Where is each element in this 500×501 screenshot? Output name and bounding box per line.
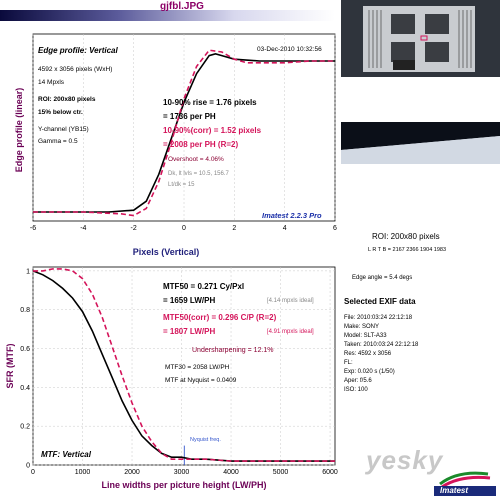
mtf-corr1: MTF50(corr) = 0.296 C/P (R=2) bbox=[163, 313, 277, 322]
edge-roi2: 15% below ctr. bbox=[38, 109, 83, 116]
x-tick-label: 2000 bbox=[124, 469, 140, 476]
x-tick-label: -4 bbox=[80, 225, 86, 232]
x-tick-label: 6000 bbox=[322, 469, 338, 476]
edge-channel: Y-channel (YB15) bbox=[38, 126, 89, 133]
exif-line: Aper: f/5.6 bbox=[344, 378, 372, 384]
edge-roi1: ROI: 200x80 pixels bbox=[38, 96, 96, 103]
y-tick-label: 0 bbox=[26, 463, 30, 470]
mtf-ticks: 0 1000 2000 3000 4000 5000 6000 0 0.2 0.4 0.6 0.8 1 bbox=[20, 268, 338, 476]
x-tick-label: 1000 bbox=[75, 469, 91, 476]
exif-line: Res: 4592 x 3056 bbox=[344, 351, 392, 357]
edge-dims: 4592 x 3056 pixels (WxH) bbox=[38, 66, 113, 73]
nyquist-label: Nyquist freq. bbox=[190, 437, 221, 443]
exif-line: FL: bbox=[344, 360, 353, 366]
edge-gamma: Gamma = 0.5 bbox=[38, 138, 78, 145]
exif-line: Make: SONY bbox=[344, 324, 380, 330]
mtf-ideal1: [4.14 mpxls ideal] bbox=[267, 298, 314, 304]
edge-rise1: 10-90% rise = 1.76 pixels bbox=[163, 98, 257, 107]
edge-series-measured bbox=[33, 52, 335, 213]
mtf-series-corrected bbox=[33, 268, 335, 462]
edge-corr2: = 2008 per PH (R=2) bbox=[163, 140, 239, 149]
roi-lrtb: L R T B = 2167 2366 1904 1983 bbox=[368, 247, 447, 253]
mtf-title: MTF: Vertical bbox=[41, 450, 91, 459]
y-tick-label: 0.6 bbox=[20, 346, 30, 353]
roi-title: ROI: 200x80 pixels bbox=[372, 232, 440, 241]
mtf-mtf50b: = 1659 LW/PH bbox=[163, 296, 216, 305]
yesky-watermark: yesky bbox=[366, 445, 444, 475]
test-chart-thumbnail bbox=[341, 0, 500, 77]
x-tick-label: 6 bbox=[333, 225, 337, 232]
edge-ticks: -6 -4 -2 0 2 4 6 bbox=[30, 225, 337, 232]
mtf-undersharpening: Undersharpening = 12.1% bbox=[192, 347, 274, 354]
imatest-logo-icon bbox=[434, 471, 496, 496]
mtf-mtf30: MTF30 = 2058 LW/PH bbox=[165, 364, 230, 371]
mtf-grid bbox=[32, 267, 335, 466]
y-tick-label: 0.4 bbox=[20, 385, 30, 392]
x-tick-label: 3000 bbox=[174, 469, 190, 476]
x-tick-label: 0 bbox=[182, 225, 186, 232]
imatest-logo-text: Imatest bbox=[440, 486, 469, 495]
x-tick-label: -2 bbox=[131, 225, 137, 232]
edge-date: 03-Dec-2010 10:32:56 bbox=[257, 46, 322, 53]
y-tick-label: 0.2 bbox=[20, 424, 30, 431]
mtf-plot-frame bbox=[32, 266, 336, 466]
mtf-chart: 0 1000 2000 3000 4000 5000 600000.20.40.60.81 … bbox=[5, 266, 338, 490]
x-tick-label: -6 bbox=[30, 225, 36, 232]
mtf-ylabel: SFR (MTF) bbox=[5, 344, 15, 389]
edge-title: Edge profile: Vertical bbox=[38, 46, 118, 55]
edge-xlabel: Pixels (Vertical) bbox=[133, 247, 200, 257]
mtf-at-nyquist: MTF at Nyquist = 0.0409 bbox=[165, 377, 237, 384]
roi-preview-image bbox=[341, 122, 500, 164]
x-tick-label: 4 bbox=[283, 225, 287, 232]
edge-ylabel: Edge profile (linear) bbox=[14, 88, 24, 173]
edge-ltdk: Lt/dk = 15 bbox=[168, 182, 195, 188]
edge-mpxls: 14 Mpxls bbox=[38, 79, 65, 86]
header-filename: gjfbl.JPG bbox=[160, 1, 204, 12]
edge-series-corrected bbox=[33, 49, 335, 217]
y-tick-label: 0.8 bbox=[20, 307, 30, 314]
y-tick-label: 1 bbox=[26, 268, 30, 275]
exif-line: Taken: 2010:03:24 22:12:18 bbox=[344, 342, 419, 348]
exif-line: Exp: 0.020 s (1/50) bbox=[344, 369, 395, 375]
header-bar bbox=[0, 10, 335, 21]
exif-title: Selected EXIF data bbox=[344, 297, 416, 306]
exif-line: ISO: 100 bbox=[344, 387, 368, 393]
exif-line: File: 2010:03:24 22:12:18 bbox=[344, 315, 413, 321]
edge-angle: Edge angle = 5.4 degs bbox=[352, 275, 413, 281]
edge-overshoot: Overshoot = 4.06% bbox=[168, 156, 224, 163]
x-tick-label: 2 bbox=[232, 225, 236, 232]
x-tick-label: 0 bbox=[31, 469, 35, 476]
edge-dk: Dk, lt lvls = 10.5, 156.7 bbox=[168, 171, 229, 177]
mtf-ideal2: [4.91 mpxls ideal] bbox=[267, 329, 314, 335]
mtf-mtf50: MTF50 = 0.271 Cy/Pxl bbox=[163, 282, 245, 291]
mtf-xlabel: Line widths per picture height (LW/PH) bbox=[101, 480, 266, 490]
edge-grid bbox=[32, 34, 336, 221]
edge-profile-chart: -6 -4 -2 0 2 4 6 Pixels (Vertical) Edge profil… bbox=[14, 33, 337, 257]
mtf-corr2: = 1807 LW/PH bbox=[163, 327, 216, 336]
imatest-logo: Imatest bbox=[428, 470, 498, 496]
edge-corr1: 10-90%(corr) = 1.52 pixels bbox=[163, 126, 262, 135]
x-tick-label: 5000 bbox=[273, 469, 289, 476]
edge-brand: Imatest 2.2.3 Pro bbox=[262, 211, 322, 220]
x-tick-label: 4000 bbox=[223, 469, 239, 476]
edge-rise2: = 1736 per PH bbox=[163, 112, 216, 121]
exif-line: Model: SLT-A33 bbox=[344, 333, 387, 339]
